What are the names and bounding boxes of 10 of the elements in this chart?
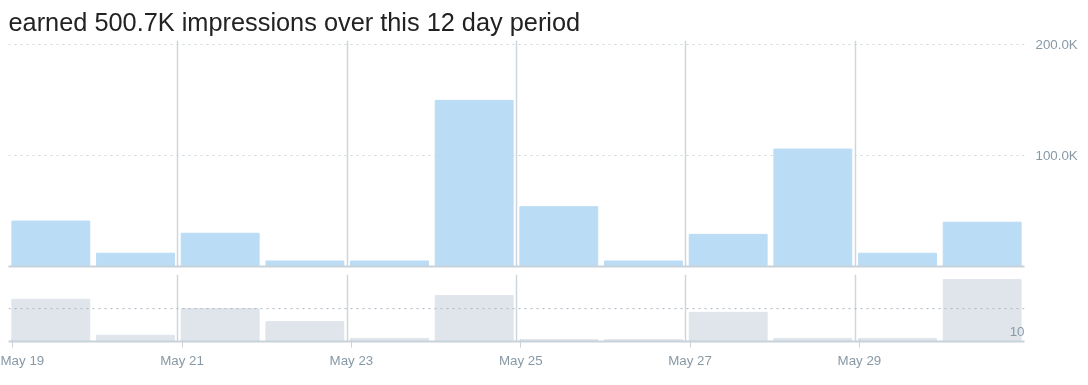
x-tick-label: May 25	[498, 352, 543, 368]
x-tick-label: May 21	[160, 352, 204, 368]
x-tick-label: May 29	[837, 352, 882, 368]
annotation: 10	[1009, 323, 1025, 339]
y-tick-label: 200.0K	[1035, 37, 1078, 53]
x-tick-label: May 23	[329, 352, 374, 368]
x-tick-label: May 19	[0, 352, 45, 368]
chart-title: earned 500.7K impressions over this 12 day period	[8, 7, 581, 36]
x-tick-label: May 27	[668, 352, 712, 368]
y-tick-label: 100.0K	[1035, 148, 1078, 164]
